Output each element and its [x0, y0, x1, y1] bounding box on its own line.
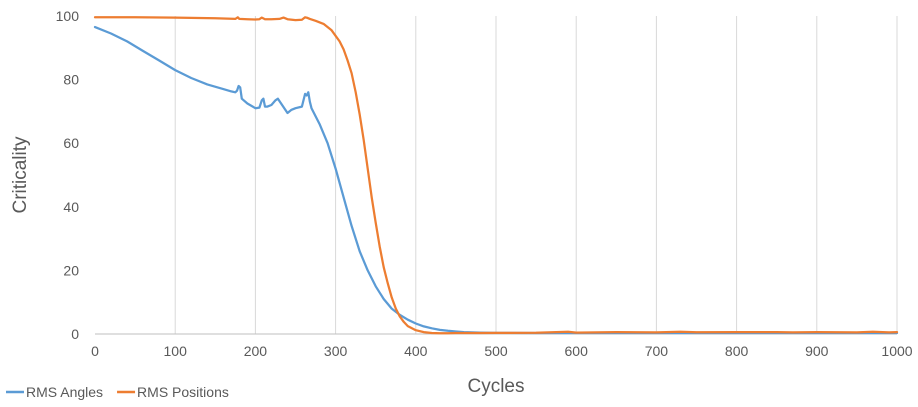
- y-tick-label: 20: [63, 262, 79, 278]
- x-tick-label: 500: [484, 343, 508, 359]
- y-axis-title: Criticality: [10, 136, 31, 214]
- legend: RMS Angles RMS Positions: [6, 384, 229, 400]
- grid: [174, 16, 898, 334]
- y-axis-ticks: 0 20 40 60 80 100: [56, 8, 80, 342]
- y-tick-label: 40: [63, 199, 79, 215]
- x-tick-label: 700: [645, 343, 669, 359]
- x-axis-ticks: 0 100 200 300 400 500 600 700 800 900 1000: [91, 343, 913, 359]
- y-tick-label: 60: [63, 135, 79, 151]
- x-tick-label: 900: [805, 343, 829, 359]
- y-tick-label: 0: [71, 326, 79, 342]
- x-tick-label: 800: [725, 343, 749, 359]
- x-axis-title: Cycles: [467, 376, 524, 397]
- legend-label-rms-positions: RMS Positions: [137, 384, 229, 400]
- x-tick-label: 100: [164, 343, 188, 359]
- legend-label-rms-angles: RMS Angles: [26, 384, 103, 400]
- x-tick-label: 600: [565, 343, 589, 359]
- x-tick-label: 400: [404, 343, 428, 359]
- x-tick-label: 0: [91, 343, 99, 359]
- series-lines: [93, 16, 899, 335]
- y-tick-label: 100: [56, 8, 80, 24]
- x-tick-label: 1000: [881, 343, 912, 359]
- x-tick-label: 200: [244, 343, 268, 359]
- y-tick-label: 80: [63, 72, 79, 88]
- series-line-rms-positions: [93, 16, 899, 335]
- x-tick-label: 300: [324, 343, 348, 359]
